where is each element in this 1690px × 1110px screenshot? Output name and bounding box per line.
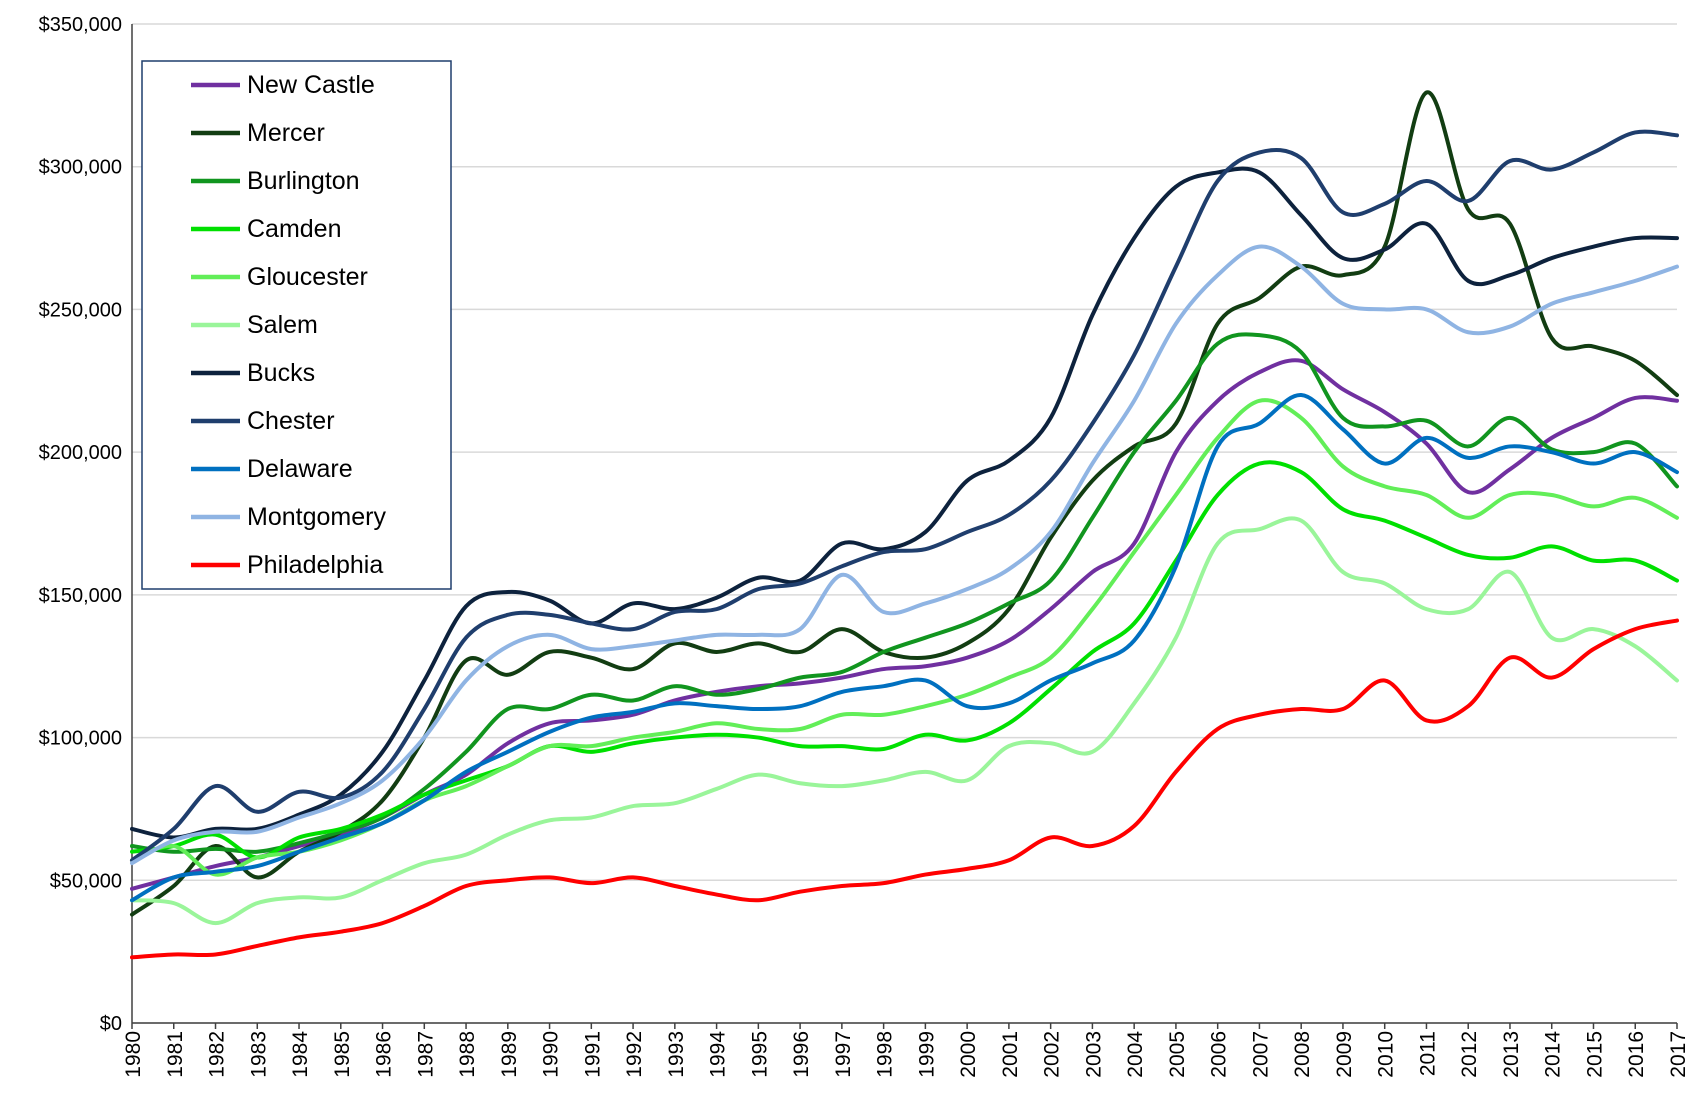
x-tick-label: 2012 xyxy=(1458,1031,1481,1078)
y-tick-label: $150,000 xyxy=(39,585,122,607)
x-tick-label: 1988 xyxy=(456,1031,479,1078)
legend-label: Delaware xyxy=(247,455,353,483)
x-tick-label: 1981 xyxy=(164,1031,187,1078)
y-tick-label: $0 xyxy=(100,1013,122,1035)
series-line xyxy=(130,460,1679,860)
x-tick-label: 2006 xyxy=(1208,1031,1231,1078)
x-tick-label: 1997 xyxy=(832,1031,855,1078)
y-tick-label: $350,000 xyxy=(39,14,122,36)
x-tick-label: 2017 xyxy=(1667,1031,1690,1078)
x-tick-label: 2016 xyxy=(1625,1031,1648,1078)
x-tick-label: 1986 xyxy=(373,1031,396,1078)
y-tick-label: $200,000 xyxy=(39,442,122,464)
x-tick-label: 2005 xyxy=(1166,1031,1189,1078)
x-tick-label: 2013 xyxy=(1500,1031,1523,1078)
x-tick-label: 2002 xyxy=(1041,1031,1064,1078)
x-tick-label: 2014 xyxy=(1542,1031,1565,1078)
x-tick-label: 1993 xyxy=(665,1031,688,1078)
legend-label: Gloucester xyxy=(247,263,368,291)
legend-label: Bucks xyxy=(247,359,315,387)
legend-label: Camden xyxy=(247,215,342,243)
x-tick-label: 1992 xyxy=(623,1031,646,1078)
x-tick-label: 1990 xyxy=(540,1031,563,1078)
x-tick-label: 2015 xyxy=(1583,1031,1606,1078)
series-line xyxy=(130,393,1679,903)
x-tick-label: 2009 xyxy=(1333,1031,1356,1078)
x-tick-label: 2004 xyxy=(1124,1031,1147,1078)
x-tick-label: 2010 xyxy=(1375,1031,1398,1078)
legend-label: New Castle xyxy=(247,71,375,99)
x-tick-label: 1999 xyxy=(915,1031,938,1078)
series-line xyxy=(130,90,1679,917)
legend-label: Salem xyxy=(247,311,318,339)
x-tick-label: 2001 xyxy=(999,1031,1022,1078)
y-tick-label: $250,000 xyxy=(39,299,122,321)
legend-label: Burlington xyxy=(247,167,360,195)
y-tick-label: $100,000 xyxy=(39,728,122,750)
x-tick-label: 1998 xyxy=(874,1031,897,1078)
x-tick-label: 1982 xyxy=(206,1031,229,1078)
series-line xyxy=(130,618,1679,960)
series-line xyxy=(130,244,1679,866)
x-tick-label: 1994 xyxy=(707,1031,730,1078)
series-line xyxy=(130,166,1679,840)
legend: New Castle Mercer Burlington Camden Gloucest… xyxy=(141,60,452,590)
x-tick-label: 1980 xyxy=(122,1031,145,1078)
x-tick-label: 1991 xyxy=(581,1031,604,1078)
x-tick-label: 1995 xyxy=(748,1031,771,1078)
x-tick-label: 2000 xyxy=(957,1031,980,1078)
legend-label: Philadelphia xyxy=(247,551,383,579)
x-tick-label: 1984 xyxy=(289,1031,312,1078)
x-tick-label: 1985 xyxy=(331,1031,354,1078)
series-line xyxy=(130,129,1679,863)
x-tick-label: 2003 xyxy=(1082,1031,1105,1078)
legend-label: Mercer xyxy=(247,119,325,147)
x-tick-label: 1989 xyxy=(498,1031,521,1078)
x-tick-label: 1983 xyxy=(247,1031,270,1078)
series-line xyxy=(130,516,1679,926)
y-tick-label: $300,000 xyxy=(39,157,122,179)
y-tick-label: $50,000 xyxy=(50,870,122,892)
x-tick-label: 1987 xyxy=(414,1031,437,1078)
legend-label: Chester xyxy=(247,407,335,435)
x-tick-label: 2011 xyxy=(1416,1031,1439,1076)
legend-label: Montgomery xyxy=(247,503,386,531)
x-tick-label: 1996 xyxy=(790,1031,813,1078)
x-tick-label: 2007 xyxy=(1249,1031,1272,1078)
x-tick-label: 2008 xyxy=(1291,1031,1314,1078)
